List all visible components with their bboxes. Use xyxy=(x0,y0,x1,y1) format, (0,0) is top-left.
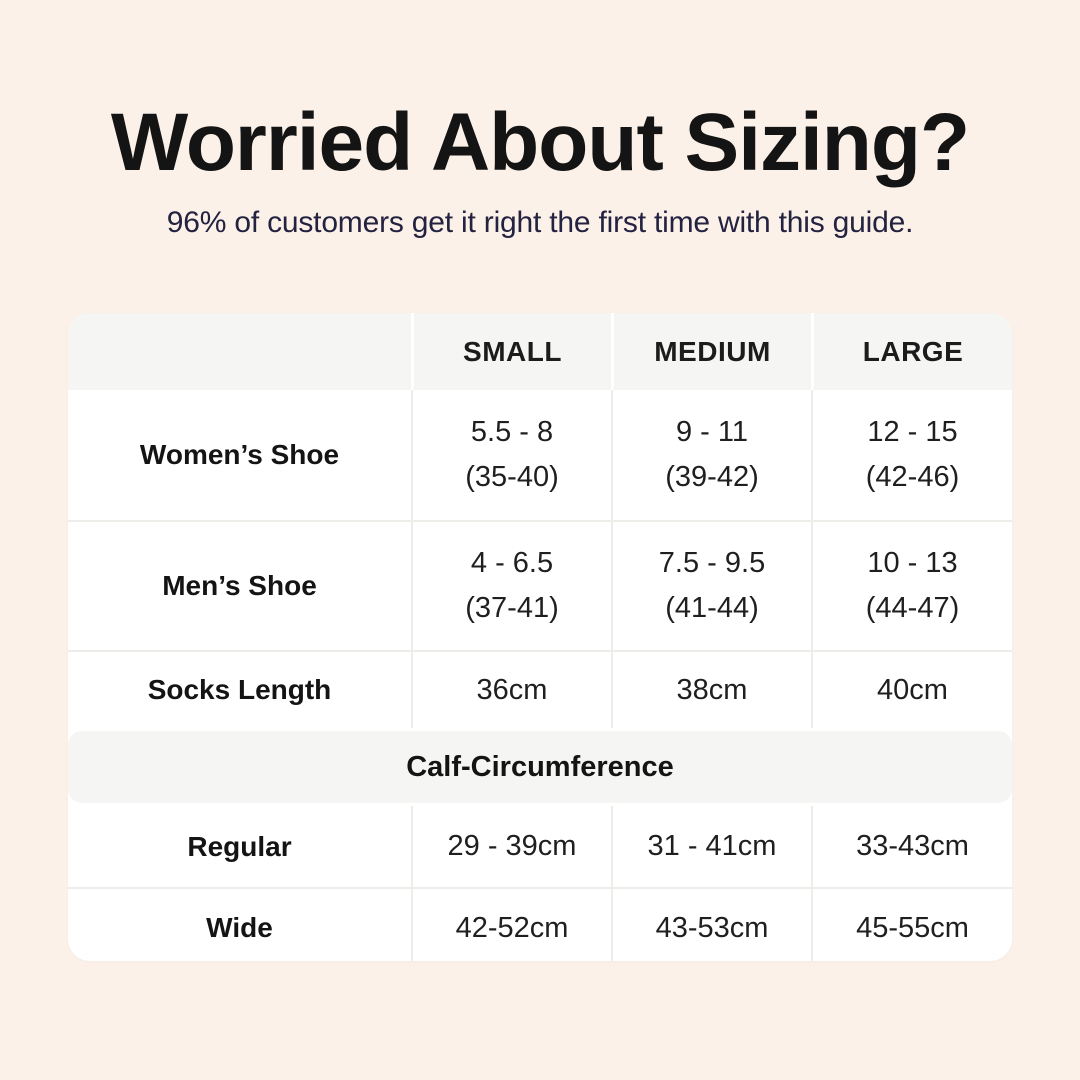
row-label: Wide xyxy=(206,912,273,944)
table-cell: 42-52cm xyxy=(411,889,611,961)
table-cell: 31 - 41cm xyxy=(611,806,811,887)
table-cell: 43-53cm xyxy=(611,889,811,961)
table-cell: 45-55cm xyxy=(811,889,1012,961)
cell-line: (37-41) xyxy=(465,592,559,624)
table-cell: 36cm xyxy=(411,652,611,728)
table-cell: 29 - 39cm xyxy=(411,806,611,887)
table-row-wide: Wide 42-52cm 43-53cm 45-55cm xyxy=(68,887,1012,961)
cell-line: (41-44) xyxy=(665,592,759,624)
header-cell-empty xyxy=(68,313,411,390)
table-cell: 7.5 - 9.5 (41-44) xyxy=(611,522,811,650)
cell-line: 5.5 - 8 xyxy=(470,416,554,449)
section-title-calf-circumference: Calf-Circumference xyxy=(68,731,1012,803)
table-row-regular: Regular 29 - 39cm 31 - 41cm 33-43cm xyxy=(68,806,1012,887)
table-cell: 9 - 11 (39-42) xyxy=(611,390,811,520)
table-cell: 10 - 13 (44-47) xyxy=(811,522,1012,650)
table-row-socks-length: Socks Length 36cm 38cm 40cm xyxy=(68,650,1012,728)
cell-line: (39-42) xyxy=(665,461,759,493)
table-cell: 12 - 15 (42-46) xyxy=(811,390,1012,520)
row-label: Men’s Shoe xyxy=(162,570,317,602)
cell-line: (35-40) xyxy=(465,461,559,493)
table-cell: 4 - 6.5 (37-41) xyxy=(411,522,611,650)
size-chart-table: SMALL MEDIUM LARGE Women’s Shoe 5.5 - 8 … xyxy=(68,313,1012,961)
cell-line: 7.5 - 9.5 xyxy=(658,547,766,580)
cell-line: 10 - 13 xyxy=(867,547,958,580)
row-label: Women’s Shoe xyxy=(139,439,340,471)
page-subtitle: 96% of customers get it right the first … xyxy=(166,206,914,239)
page-title: Worried About Sizing? xyxy=(110,97,970,188)
cell-line: 4 - 6.5 xyxy=(470,547,554,580)
table-header-row: SMALL MEDIUM LARGE xyxy=(68,313,1012,390)
header-cell-large: LARGE xyxy=(811,313,1012,390)
row-label: Regular xyxy=(187,830,292,862)
table-row-mens-shoe: Men’s Shoe 4 - 6.5 (37-41) 7.5 - 9.5 (41… xyxy=(68,520,1012,650)
header-cell-medium: MEDIUM xyxy=(611,313,811,390)
cell-line: 12 - 15 xyxy=(867,416,958,449)
cell-line: (42-46) xyxy=(865,461,960,493)
row-label: Socks Length xyxy=(147,674,332,706)
table-cell: 33-43cm xyxy=(811,806,1012,887)
table-cell: 5.5 - 8 (35-40) xyxy=(411,390,611,520)
cell-line: (44-47) xyxy=(865,592,960,624)
header-cell-small: SMALL xyxy=(411,313,611,390)
table-row-womens-shoe: Women’s Shoe 5.5 - 8 (35-40) 9 - 11 (39-… xyxy=(68,390,1012,520)
cell-line: 9 - 11 xyxy=(675,416,748,449)
table-cell: 38cm xyxy=(611,652,811,728)
section-band-wrap: Calf-Circumference xyxy=(68,728,1012,806)
table-cell: 40cm xyxy=(811,652,1012,728)
